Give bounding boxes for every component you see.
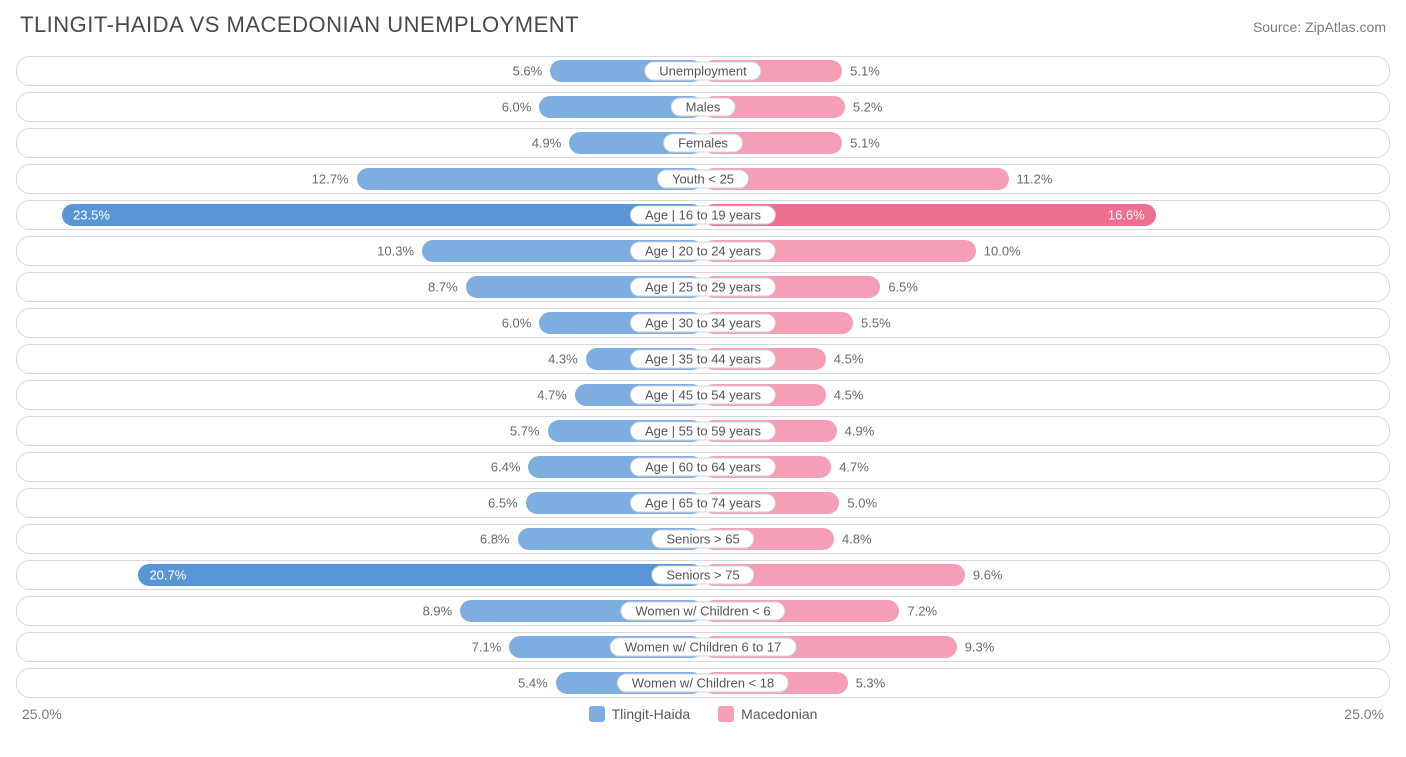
chart-row: 5.7% 4.9% Age | 55 to 59 years bbox=[16, 416, 1390, 446]
category-label: Age | 30 to 34 years bbox=[630, 314, 776, 333]
legend-swatch-right bbox=[718, 706, 734, 722]
value-label-right: 6.5% bbox=[888, 280, 918, 295]
value-label-right: 10.0% bbox=[984, 244, 1021, 259]
chart-row: 7.1% 9.3% Women w/ Children 6 to 17 bbox=[16, 632, 1390, 662]
value-label-right: 9.6% bbox=[973, 568, 1003, 583]
value-label-right: 4.8% bbox=[842, 532, 872, 547]
category-label: Age | 25 to 29 years bbox=[630, 278, 776, 297]
value-label-left: 8.7% bbox=[428, 280, 458, 295]
legend-label-left: Tlingit-Haida bbox=[612, 706, 691, 722]
category-label: Women w/ Children 6 to 17 bbox=[610, 638, 797, 657]
chart-row: 4.9% 5.1% Females bbox=[16, 128, 1390, 158]
chart-row: 5.4% 5.3% Women w/ Children < 18 bbox=[16, 668, 1390, 698]
chart-row: 23.5% 16.6% Age | 16 to 19 years bbox=[16, 200, 1390, 230]
value-label-left: 5.7% bbox=[510, 424, 540, 439]
legend-item-right: Macedonian bbox=[718, 706, 817, 722]
category-label: Age | 60 to 64 years bbox=[630, 458, 776, 477]
value-label-left: 4.7% bbox=[537, 388, 567, 403]
category-label: Age | 65 to 74 years bbox=[630, 494, 776, 513]
value-label-left: 23.5% bbox=[73, 208, 110, 223]
chart-row: 12.7% 11.2% Youth < 25 bbox=[16, 164, 1390, 194]
chart-row: 5.6% 5.1% Unemployment bbox=[16, 56, 1390, 86]
bar-left bbox=[357, 168, 703, 190]
axis-max-right: 25.0% bbox=[1344, 706, 1384, 722]
category-label: Age | 35 to 44 years bbox=[630, 350, 776, 369]
chart-row: 20.7% 9.6% Seniors > 75 bbox=[16, 560, 1390, 590]
chart-footer: 25.0% Tlingit-Haida Macedonian 25.0% bbox=[16, 706, 1390, 722]
chart-row: 10.3% 10.0% Age | 20 to 24 years bbox=[16, 236, 1390, 266]
chart-row: 6.4% 4.7% Age | 60 to 64 years bbox=[16, 452, 1390, 482]
value-label-left: 6.0% bbox=[502, 316, 532, 331]
category-label: Women w/ Children < 6 bbox=[620, 602, 785, 621]
chart-row: 4.3% 4.5% Age | 35 to 44 years bbox=[16, 344, 1390, 374]
value-label-left: 7.1% bbox=[472, 640, 502, 655]
value-label-left: 10.3% bbox=[377, 244, 414, 259]
chart-row: 8.7% 6.5% Age | 25 to 29 years bbox=[16, 272, 1390, 302]
value-label-right: 9.3% bbox=[965, 640, 995, 655]
legend: Tlingit-Haida Macedonian bbox=[62, 706, 1345, 722]
value-label-left: 12.7% bbox=[312, 172, 349, 187]
value-label-right: 5.5% bbox=[861, 316, 891, 331]
category-label: Youth < 25 bbox=[657, 170, 749, 189]
category-label: Age | 55 to 59 years bbox=[630, 422, 776, 441]
value-label-left: 6.5% bbox=[488, 496, 518, 511]
category-label: Age | 45 to 54 years bbox=[630, 386, 776, 405]
category-label: Females bbox=[663, 134, 743, 153]
value-label-left: 5.6% bbox=[513, 64, 543, 79]
axis-max-left: 25.0% bbox=[22, 706, 62, 722]
value-label-left: 6.4% bbox=[491, 460, 521, 475]
value-label-right: 5.1% bbox=[850, 64, 880, 79]
value-label-left: 20.7% bbox=[149, 568, 186, 583]
value-label-left: 4.9% bbox=[532, 136, 562, 151]
value-label-right: 5.0% bbox=[847, 496, 877, 511]
value-label-right: 11.2% bbox=[1017, 172, 1053, 187]
legend-label-right: Macedonian bbox=[741, 706, 817, 722]
category-label: Seniors > 65 bbox=[651, 530, 754, 549]
value-label-left: 6.8% bbox=[480, 532, 510, 547]
value-label-right: 5.3% bbox=[856, 676, 886, 691]
value-label-right: 4.5% bbox=[834, 388, 864, 403]
value-label-left: 5.4% bbox=[518, 676, 548, 691]
category-label: Women w/ Children < 18 bbox=[617, 674, 789, 693]
chart-row: 6.0% 5.5% Age | 30 to 34 years bbox=[16, 308, 1390, 338]
value-label-right: 4.7% bbox=[839, 460, 869, 475]
value-label-right: 4.9% bbox=[845, 424, 875, 439]
legend-item-left: Tlingit-Haida bbox=[589, 706, 691, 722]
chart-row: 6.8% 4.8% Seniors > 65 bbox=[16, 524, 1390, 554]
category-label: Unemployment bbox=[644, 62, 761, 81]
diverging-bar-chart: 5.6% 5.1% Unemployment 6.0% 5.2% Males 4.9% 5.1… bbox=[16, 56, 1390, 698]
category-label: Males bbox=[671, 98, 736, 117]
value-label-right: 4.5% bbox=[834, 352, 864, 367]
legend-swatch-left bbox=[589, 706, 605, 722]
value-label-right: 5.1% bbox=[850, 136, 880, 151]
chart-title: TLINGIT-HAIDA VS MACEDONIAN UNEMPLOYMENT bbox=[20, 12, 579, 38]
chart-row: 6.5% 5.0% Age | 65 to 74 years bbox=[16, 488, 1390, 518]
value-label-left: 6.0% bbox=[502, 100, 532, 115]
value-label-right: 16.6% bbox=[1108, 208, 1145, 223]
value-label-left: 4.3% bbox=[548, 352, 578, 367]
chart-row: 6.0% 5.2% Males bbox=[16, 92, 1390, 122]
bar-left bbox=[138, 564, 703, 586]
value-label-right: 7.2% bbox=[907, 604, 937, 619]
chart-row: 8.9% 7.2% Women w/ Children < 6 bbox=[16, 596, 1390, 626]
category-label: Age | 20 to 24 years bbox=[630, 242, 776, 261]
category-label: Seniors > 75 bbox=[651, 566, 754, 585]
value-label-left: 8.9% bbox=[423, 604, 453, 619]
chart-header: TLINGIT-HAIDA VS MACEDONIAN UNEMPLOYMENT… bbox=[16, 12, 1390, 38]
chart-row: 4.7% 4.5% Age | 45 to 54 years bbox=[16, 380, 1390, 410]
bar-left bbox=[62, 204, 703, 226]
value-label-right: 5.2% bbox=[853, 100, 883, 115]
category-label: Age | 16 to 19 years bbox=[630, 206, 776, 225]
chart-source: Source: ZipAtlas.com bbox=[1253, 19, 1386, 35]
